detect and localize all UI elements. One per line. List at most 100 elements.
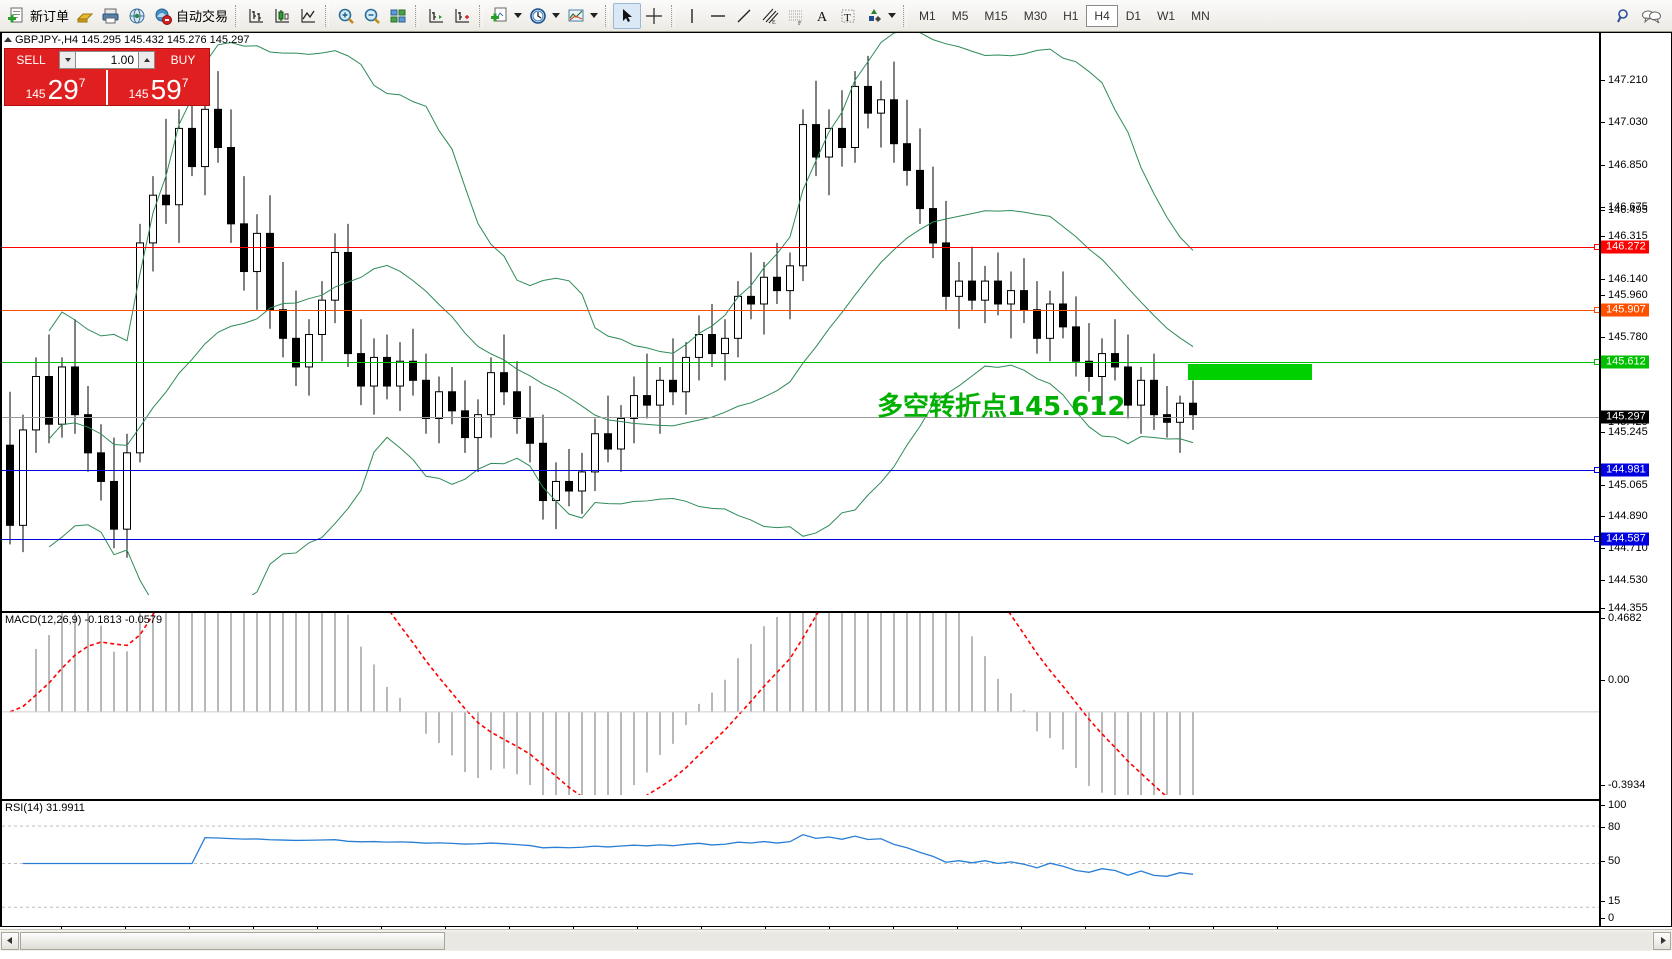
volume-stepper[interactable]: 1.00 xyxy=(57,49,157,71)
one-click-trading-panel[interactable]: SELL 1.00 BUY 145 29 7 145 59 7 xyxy=(4,48,210,106)
current-price-tag[interactable]: 145.297 xyxy=(1601,410,1649,424)
bar-chart-button[interactable] xyxy=(243,3,269,29)
price-tick: 146.315 xyxy=(1601,230,1648,242)
shapes-button[interactable] xyxy=(861,3,899,29)
price-pane[interactable]: 多空转折点145.612 xyxy=(2,33,1602,595)
print-button[interactable] xyxy=(98,3,124,29)
macd-chart-canvas[interactable] xyxy=(2,613,1602,795)
shapes-icon xyxy=(864,6,884,26)
scrollbar-thumb[interactable] xyxy=(20,931,445,950)
chart-window[interactable]: GBPJPY-,H4 145.295 145.432 145.276 145.2… xyxy=(0,32,1672,953)
indicators-button[interactable] xyxy=(563,3,601,29)
sell-button[interactable]: SELL xyxy=(5,49,57,71)
price-level-line[interactable] xyxy=(2,310,1602,311)
rsi-pane[interactable]: RSI(14) 31.9911 xyxy=(2,799,1602,926)
zoom-out-button[interactable] xyxy=(359,3,385,29)
rsi-tick: 80 xyxy=(1601,821,1620,833)
support-level-tag-2[interactable]: 144.587 xyxy=(1601,532,1649,546)
gold-button[interactable] xyxy=(72,3,98,29)
rsi-tick: 0 xyxy=(1601,912,1614,924)
rsi-axis[interactable]: 100 80 50 15 0 xyxy=(1599,799,1671,926)
scroll-left-button[interactable] xyxy=(1,931,19,950)
tile-windows-button[interactable] xyxy=(385,3,411,29)
scrollbar-track[interactable] xyxy=(20,931,1652,950)
chevron-down-icon[interactable] xyxy=(514,13,523,18)
buy-price-prefix: 145 xyxy=(128,87,149,101)
svg-text:A: A xyxy=(817,10,828,25)
line-chart-button[interactable] xyxy=(295,3,321,29)
new-chart-button[interactable] xyxy=(487,3,525,29)
buy-button[interactable]: BUY xyxy=(157,49,209,71)
volume-input[interactable]: 1.00 xyxy=(76,50,138,69)
text-button[interactable]: A xyxy=(809,3,835,29)
resistance-level-tag[interactable]: 146.272 xyxy=(1601,240,1649,254)
vertical-line-button[interactable] xyxy=(679,3,705,29)
timeframe-button-m1[interactable]: M1 xyxy=(919,8,936,23)
timeframe-button-m30[interactable]: M30 xyxy=(1023,8,1048,23)
chevron-down-icon[interactable] xyxy=(888,13,897,18)
new-order-button[interactable]: 新订单 xyxy=(4,3,72,29)
trendline-button[interactable] xyxy=(731,3,757,29)
bar-chart-icon xyxy=(246,6,266,26)
chat-icon[interactable] xyxy=(1640,6,1661,26)
text-icon: A xyxy=(812,6,832,26)
horizontal-line-button[interactable] xyxy=(705,3,731,29)
price-axis[interactable]: 147.210 147.030 146.850 146.675 146.495 146.3… xyxy=(1599,33,1671,614)
timeframe-button-w1[interactable]: W1 xyxy=(1157,8,1176,23)
globe-icon xyxy=(127,6,147,26)
equidistant-channel-button[interactable]: E xyxy=(757,3,783,29)
volume-increase-button[interactable] xyxy=(138,50,155,69)
sell-price-display[interactable]: 145 29 7 xyxy=(5,70,106,105)
search-icon[interactable] xyxy=(1614,6,1634,26)
price-level-line[interactable] xyxy=(2,417,1602,418)
timeframe-button-mn[interactable]: MN xyxy=(1191,8,1210,23)
fibonacci-button[interactable]: F xyxy=(783,3,809,29)
trade-panel-prices: 145 29 7 145 59 7 xyxy=(5,70,209,105)
timeframe-button-m5[interactable]: M5 xyxy=(951,8,969,23)
price-tick: 145.960 xyxy=(1601,289,1648,301)
collapse-triangle-icon[interactable] xyxy=(4,37,12,42)
price-level-line[interactable] xyxy=(2,247,1602,248)
cursor-button[interactable] xyxy=(613,2,642,29)
text-label-button[interactable]: T xyxy=(835,3,861,29)
period-button[interactable] xyxy=(525,3,563,29)
sell-price-prefix: 145 xyxy=(25,87,46,101)
zoom-in-button[interactable] xyxy=(333,3,359,29)
auto-scroll-button[interactable] xyxy=(449,3,475,29)
shift-end-button[interactable] xyxy=(423,3,449,29)
toolbar-separator xyxy=(903,4,908,27)
chevron-down-icon[interactable] xyxy=(590,13,599,18)
rsi-chart-canvas[interactable] xyxy=(2,801,1602,926)
buy-price-display[interactable]: 145 59 7 xyxy=(108,70,209,105)
cursor-icon xyxy=(617,6,637,26)
print-icon xyxy=(101,6,121,26)
toolbar-separator xyxy=(415,4,420,27)
price-tick: 147.030 xyxy=(1601,116,1648,128)
chevron-down-icon xyxy=(64,57,71,62)
price-level-line[interactable] xyxy=(2,539,1602,540)
macd-pane[interactable]: MACD(12,26,9) -0.1813 -0.0579 xyxy=(2,611,1602,795)
volume-decrease-button[interactable] xyxy=(59,50,76,69)
period-icon xyxy=(528,6,548,26)
autotrade-button[interactable]: 自动交易 xyxy=(150,3,231,29)
pivot-level-tag[interactable]: 145.907 xyxy=(1601,303,1649,317)
horizontal-scrollbar[interactable] xyxy=(0,929,1672,951)
scroll-right-button[interactable] xyxy=(1653,931,1671,950)
chevron-down-icon[interactable] xyxy=(552,13,561,18)
trendline-icon xyxy=(734,6,754,26)
support-level-tag-1[interactable]: 144.981 xyxy=(1601,463,1649,477)
globe-button[interactable] xyxy=(124,3,150,29)
timeframe-button-h4[interactable]: H4 xyxy=(1086,4,1118,27)
timeframe-button-d1[interactable]: D1 xyxy=(1125,8,1142,23)
price-level-line[interactable] xyxy=(2,470,1602,471)
macd-axis[interactable]: 0.4682 0.00 -0.3934 xyxy=(1599,611,1671,799)
timeframe-button-m15[interactable]: M15 xyxy=(984,8,1008,23)
price-level-line[interactable] xyxy=(2,362,1602,363)
text-label-icon: T xyxy=(838,6,858,26)
timeframe-button-h1[interactable]: H1 xyxy=(1063,8,1079,23)
turning-point-tag[interactable]: 145.612 xyxy=(1601,355,1649,369)
crosshair-button[interactable] xyxy=(641,3,667,29)
chart-title-text: GBPJPY-,H4 145.295 145.432 145.276 145.2… xyxy=(15,34,250,46)
candlestick-chart-button[interactable] xyxy=(269,3,295,29)
price-chart-canvas[interactable] xyxy=(2,33,1602,595)
